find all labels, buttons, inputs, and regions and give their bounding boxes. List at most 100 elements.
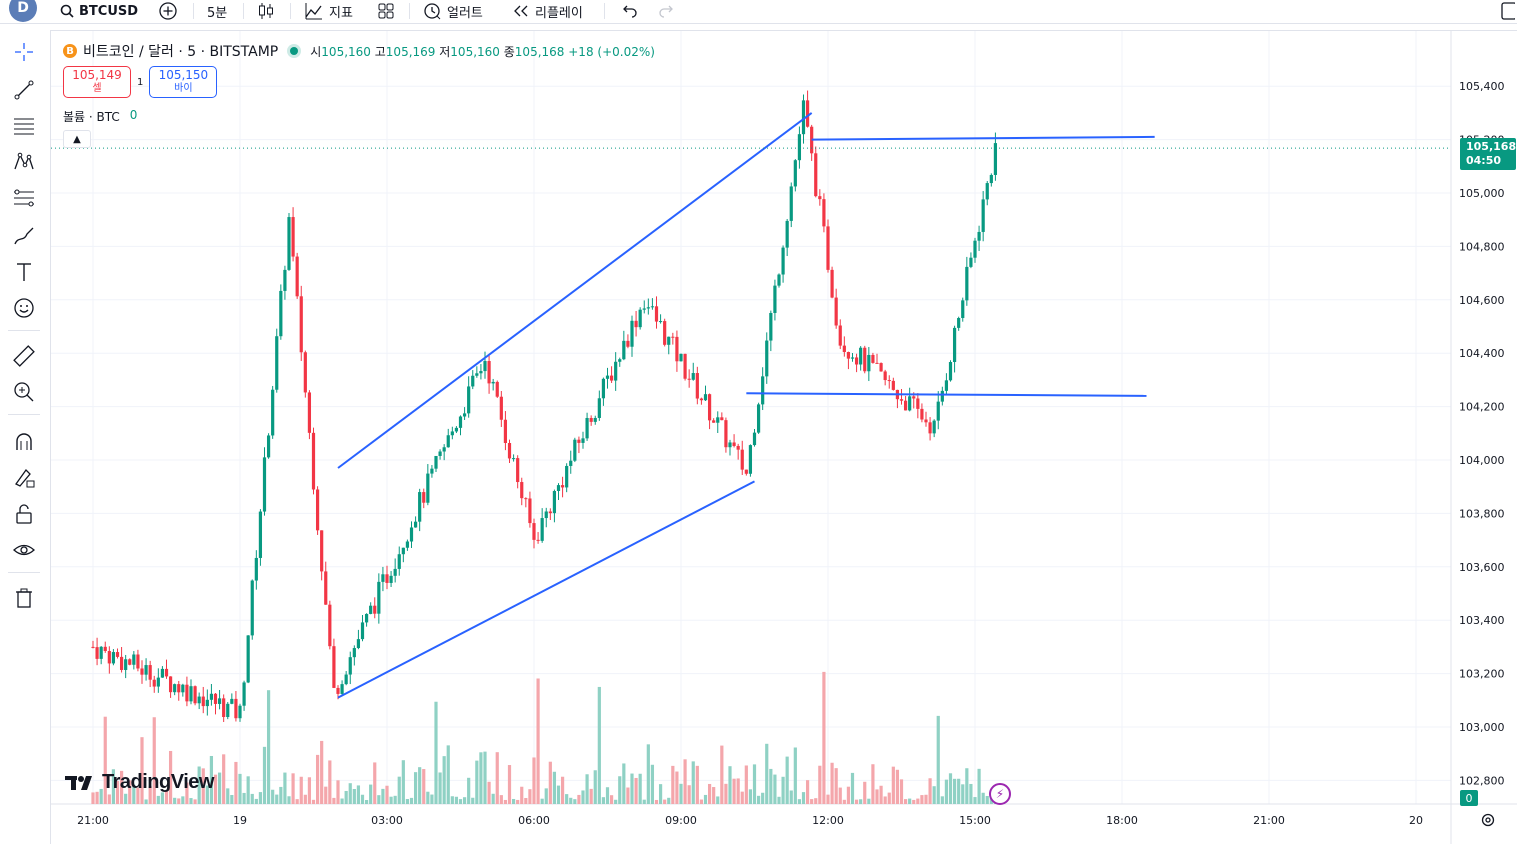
candle-body: [401, 547, 405, 555]
fib-tool[interactable]: [10, 112, 38, 140]
chart-area[interactable]: 102,800 103,000 103,200 103,400 103,600 103,8…: [50, 30, 1517, 844]
volume-bar: [875, 789, 879, 804]
layout-button[interactable]: [376, 0, 396, 22]
price-chart[interactable]: 102,800 103,000 103,200 103,400 103,600 103,8…: [51, 31, 1517, 844]
alert-button[interactable]: 얼러트: [422, 0, 483, 22]
candle-body: [712, 420, 716, 423]
buy-button[interactable]: 105,150 바이: [149, 66, 218, 98]
candle-body: [168, 676, 173, 693]
hide-drawings-tool[interactable]: [10, 536, 38, 564]
candle-body: [577, 439, 581, 443]
volume-bar: [810, 799, 814, 804]
volume-bar: [630, 773, 634, 804]
lock-drawing-tool[interactable]: [10, 464, 38, 492]
tradingview-logo[interactable]: TradingView: [65, 771, 214, 794]
candle-body: [422, 492, 426, 503]
price-tick-label: 102,800: [1459, 774, 1505, 787]
volume-bar: [532, 757, 536, 804]
volume-bar: [801, 792, 806, 804]
lock-all-tool[interactable]: [10, 500, 38, 528]
volume-bar: [932, 786, 936, 804]
projection-tool[interactable]: [10, 184, 38, 212]
candle-body: [683, 353, 687, 379]
emoji-tool[interactable]: [10, 294, 38, 322]
lightning-icon[interactable]: ⚡: [989, 783, 1011, 805]
text-tool[interactable]: [10, 258, 38, 286]
candle-body: [573, 439, 577, 461]
candle-body: [948, 362, 953, 381]
trend-line-tool[interactable]: [10, 76, 38, 104]
candle-body: [397, 554, 401, 569]
candle-body: [654, 306, 659, 322]
collapse-legend-button[interactable]: ▲: [63, 130, 91, 148]
time-tick-label: 20: [1409, 814, 1423, 827]
candle-body: [928, 422, 932, 434]
candle-body: [275, 336, 279, 390]
trendline-support: [746, 392, 1147, 397]
replay-button[interactable]: 리플레이: [512, 0, 583, 22]
chart-type-button[interactable]: [256, 0, 276, 22]
ruler-tool[interactable]: [10, 342, 38, 370]
settings-button[interactable]: [1479, 811, 1497, 829]
indicators-button[interactable]: 지표: [304, 0, 353, 22]
volume-axis-badge: 0: [1460, 790, 1478, 806]
price-tick-label: 105,400: [1459, 80, 1505, 93]
volume-bar: [246, 776, 250, 804]
undo-icon: [623, 5, 637, 18]
volume-bar: [103, 716, 107, 804]
volume-bar: [348, 783, 352, 804]
candle-body: [377, 581, 381, 614]
candle-body: [266, 435, 271, 458]
candle-body: [642, 308, 646, 310]
price-tick-label: 103,800: [1459, 507, 1505, 520]
volume-bar: [95, 791, 99, 804]
volume-legend[interactable]: 볼륨 · BTC 0: [63, 108, 137, 125]
undo-button[interactable]: [620, 0, 638, 22]
volume-bar: [307, 777, 312, 804]
sell-button[interactable]: 105,149 셀: [63, 66, 131, 98]
projection-icon: [14, 189, 34, 207]
user-avatar[interactable]: D: [9, 0, 37, 22]
candle-body: [552, 491, 557, 514]
volume-bar: [418, 767, 422, 804]
volume-bar: [144, 799, 148, 804]
candle-body: [152, 679, 156, 687]
candle-body: [279, 290, 283, 337]
candle-body: [834, 297, 838, 326]
symbol-search-button[interactable]: BTCUSD: [60, 0, 138, 22]
volume-bar: [850, 772, 855, 804]
zoom-tool[interactable]: [10, 378, 38, 406]
fullscreen-button[interactable]: [1501, 0, 1515, 22]
candle-body: [160, 668, 165, 678]
volume-bar: [164, 790, 169, 804]
brush-tool[interactable]: [10, 222, 38, 250]
candle-body: [213, 693, 218, 704]
magnet-tool[interactable]: [10, 428, 38, 456]
candle-body: [217, 698, 222, 704]
volume-bar: [303, 794, 307, 804]
volume-bar: [230, 794, 234, 804]
candle-body: [332, 646, 336, 688]
candle-body: [720, 417, 724, 421]
last-price-label: 105,168 04:50: [1460, 138, 1516, 171]
crosshair-tool[interactable]: [10, 38, 38, 66]
pattern-tool[interactable]: [10, 148, 38, 176]
candle-body: [520, 482, 524, 499]
volume-bar: [846, 786, 851, 804]
candle-body: [818, 196, 822, 200]
redo-button[interactable]: [658, 0, 676, 22]
interval-button[interactable]: 5분: [207, 0, 227, 22]
volume-bar: [238, 773, 242, 804]
volume-bar: [560, 776, 565, 804]
text-icon: [17, 263, 31, 281]
compare-button[interactable]: [158, 0, 178, 22]
candle-body: [740, 449, 744, 470]
candle-body: [920, 408, 924, 420]
symbol-title[interactable]: 비트코인 / 달러 · 5 · BITSTAMP: [83, 44, 279, 60]
remove-drawings-tool[interactable]: [10, 584, 38, 612]
candle-body: [875, 362, 879, 364]
volume-bar: [556, 785, 561, 804]
candle-body: [932, 420, 936, 434]
candle-body: [409, 527, 414, 542]
candle-body: [605, 375, 610, 379]
